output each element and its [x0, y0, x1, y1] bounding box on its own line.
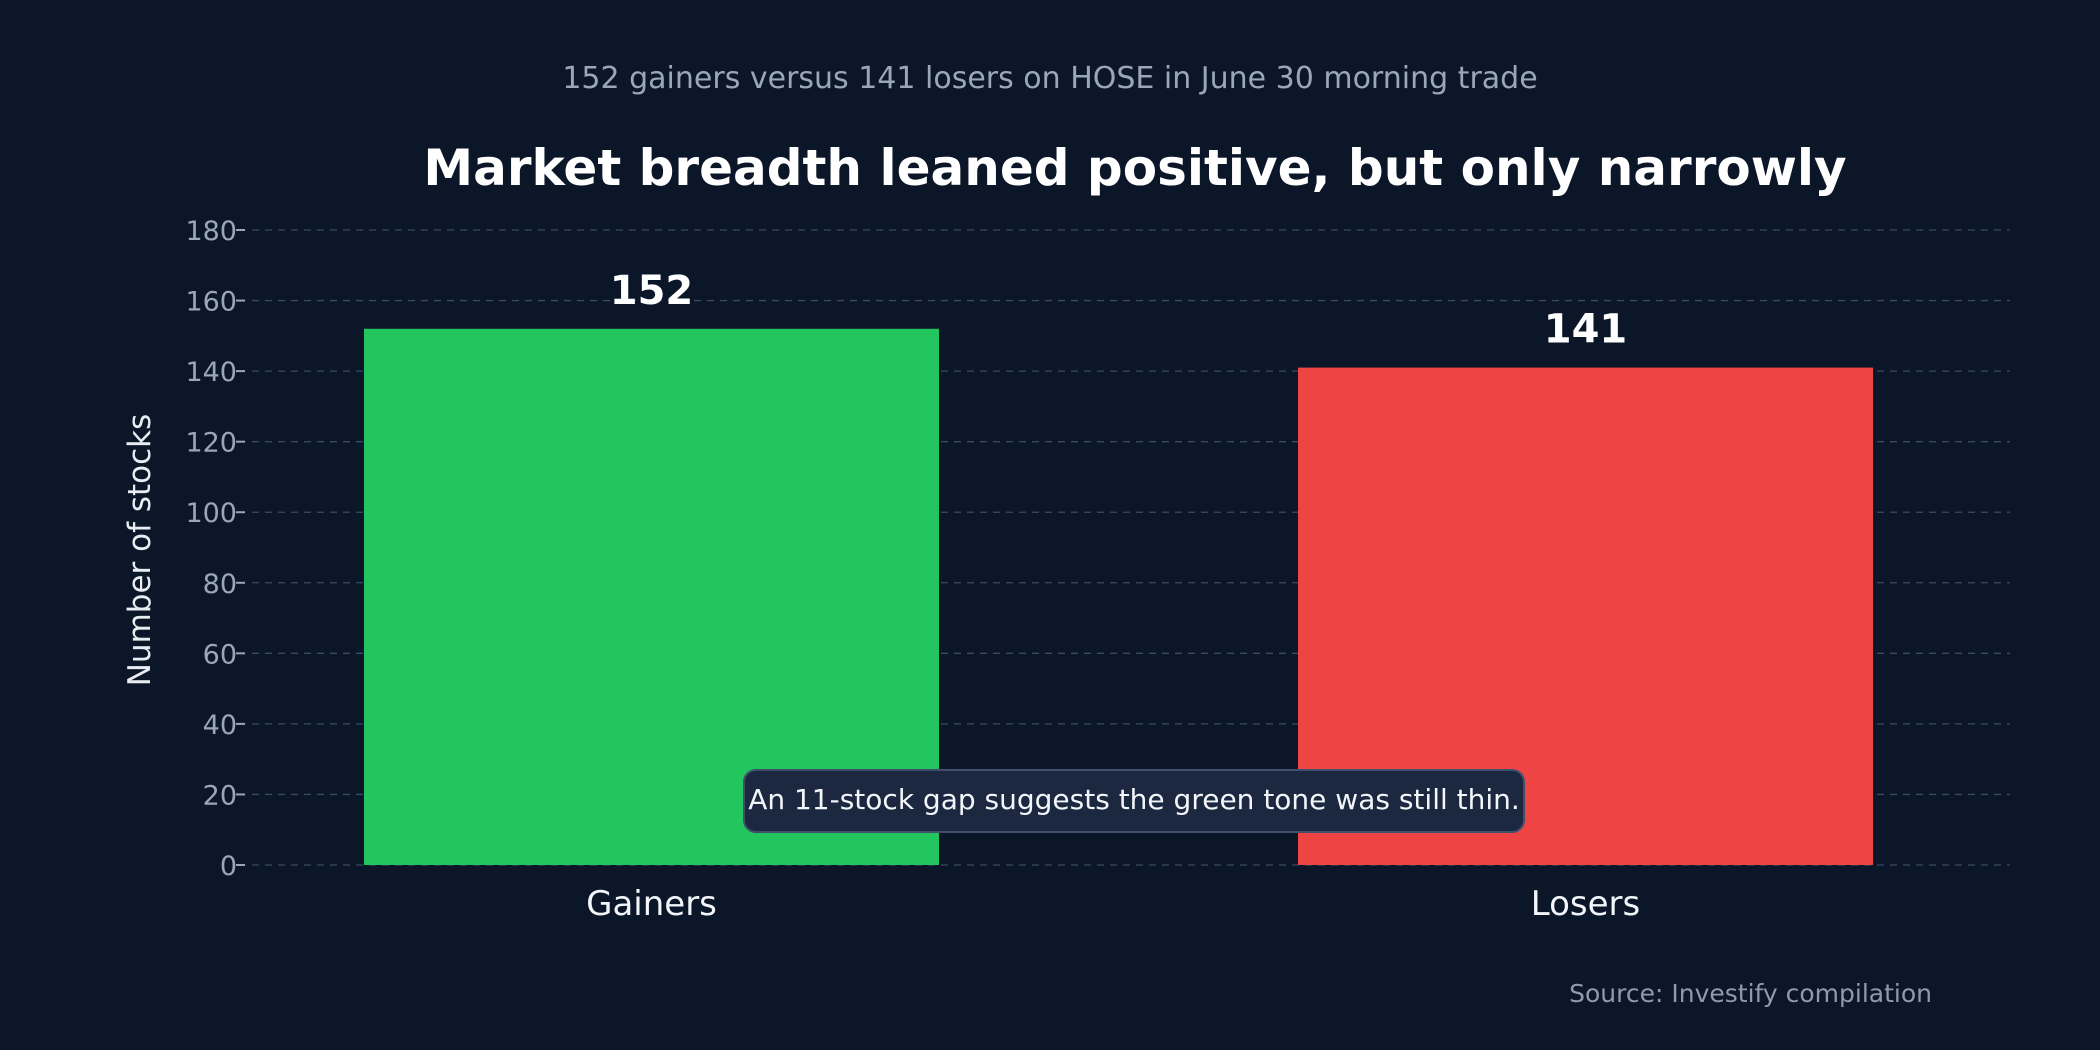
annotation: An 11-stock gap suggests the green tone … — [743, 769, 1525, 833]
annotation-box — [743, 769, 1525, 833]
y-tick-label-120: 120 — [185, 428, 237, 459]
y-tick-label-0: 0 — [220, 851, 237, 882]
y-axis-ticks: 0 20 40 60 80 100 120 140 160 180 — [185, 216, 245, 882]
value-label-gainers: 152 — [610, 268, 694, 314]
y-tick-label-20: 20 — [203, 780, 237, 811]
y-tick-label-180: 180 — [185, 216, 237, 247]
chart-subtitle: 152 gainers versus 141 losers on HOSE in… — [562, 61, 1537, 96]
y-tick-label-140: 140 — [185, 357, 237, 388]
x-axis-ticks: Gainers Losers — [586, 884, 1640, 924]
y-tick-label-40: 40 — [203, 710, 237, 741]
y-tick-label-100: 100 — [185, 498, 237, 529]
value-label-losers: 141 — [1544, 307, 1628, 353]
y-tick-label-60: 60 — [203, 639, 237, 670]
x-tick-label-losers: Losers — [1531, 884, 1640, 924]
y-tick-label-80: 80 — [203, 569, 237, 600]
chart-title: Market breadth leaned positive, but only… — [423, 139, 1846, 197]
x-tick-label-gainers: Gainers — [586, 884, 717, 924]
annotation-text: An 11-stock gap suggests the green tone … — [748, 783, 1520, 816]
y-axis-label: Number of stocks — [122, 414, 158, 687]
value-labels: 152 141 — [610, 268, 1628, 353]
y-tick-label-160: 160 — [185, 287, 237, 318]
source-note: Source: Investify compilation — [1569, 979, 1932, 1008]
